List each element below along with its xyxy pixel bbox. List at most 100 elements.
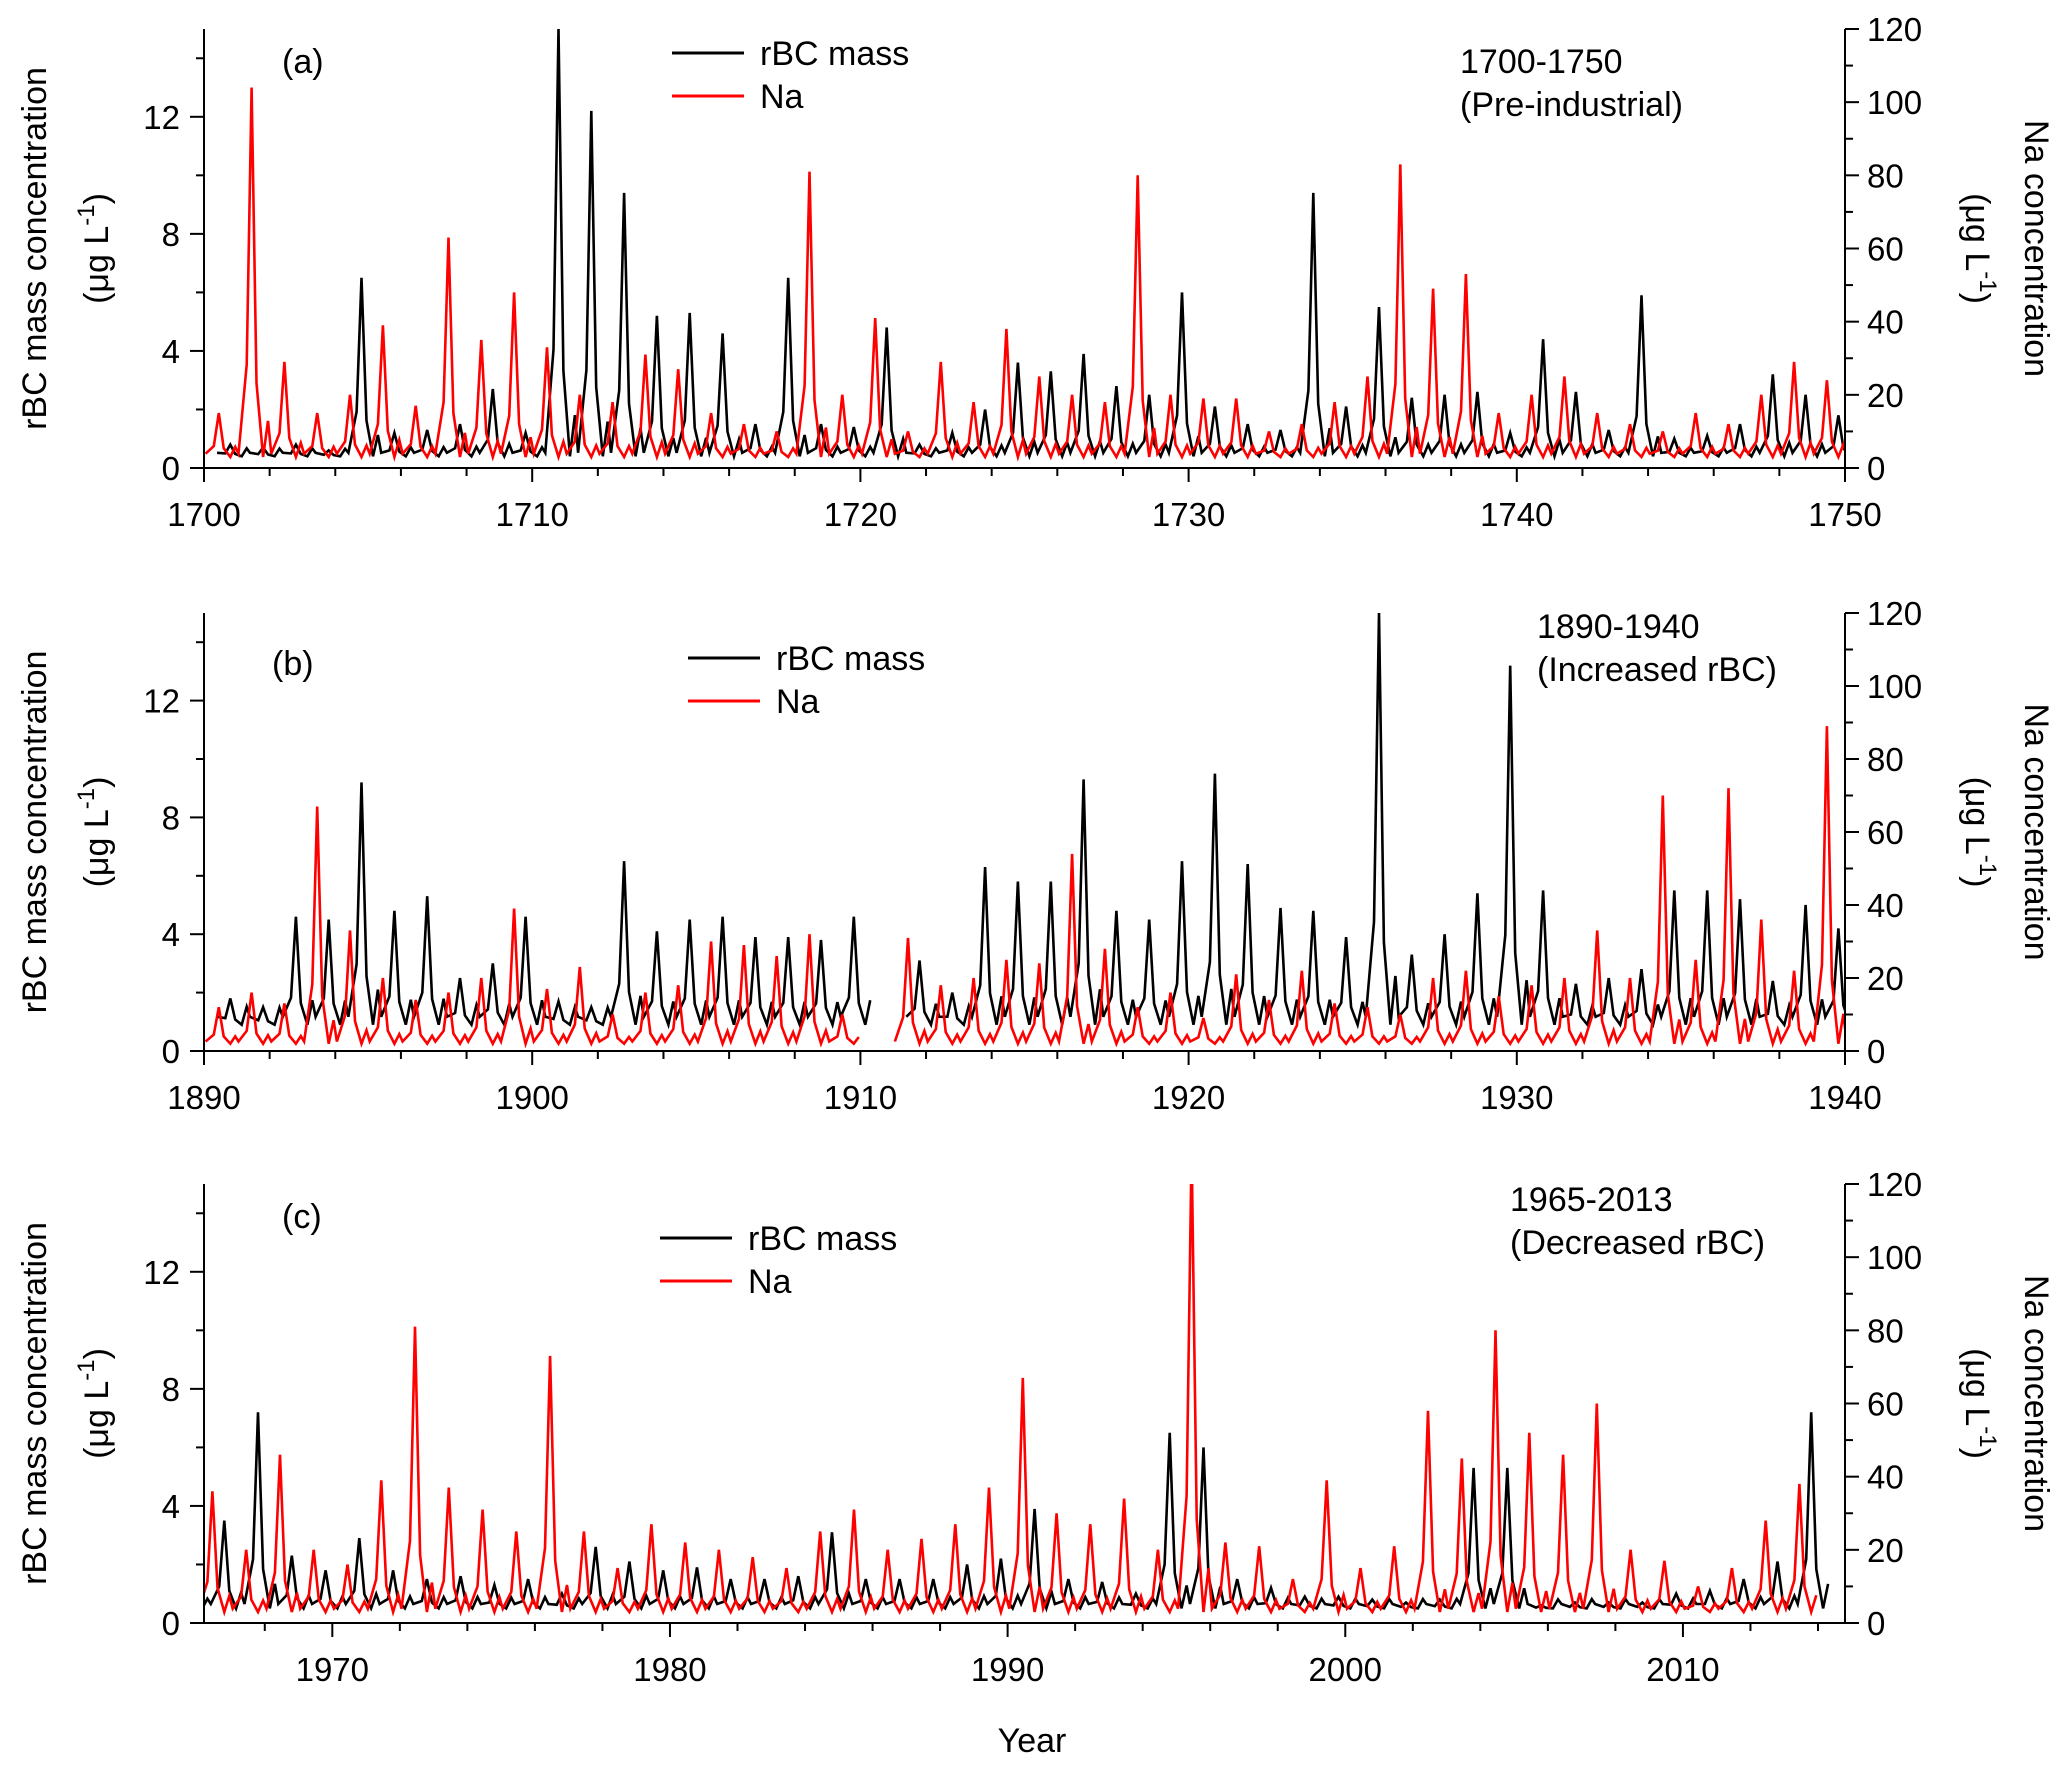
unit-exponent: -1 xyxy=(73,204,100,225)
legend-label: Na xyxy=(748,1263,792,1301)
y2-tick-label: 40 xyxy=(1867,887,1904,924)
y-tick-label: 0 xyxy=(162,450,180,487)
unit-exponent: -1 xyxy=(73,788,100,809)
y2-axis-unit: (μg L-1) xyxy=(1958,1348,2001,1459)
y2-tick-label: 80 xyxy=(1867,157,1904,194)
unit-exponent: -1 xyxy=(1974,855,2001,876)
x-tick-label: 1730 xyxy=(1152,496,1225,533)
panel-a: 1700 1710 1720 1730 1740 17500481202040608010… xyxy=(16,11,2055,533)
x-tick-label: 1990 xyxy=(971,1651,1044,1688)
y2-tick-label: 0 xyxy=(1867,450,1885,487)
x-tick-label: 1980 xyxy=(633,1651,706,1688)
y-tick-label: 12 xyxy=(143,99,180,136)
series-line-na xyxy=(893,726,1845,1049)
y2-tick-label: 20 xyxy=(1867,960,1904,997)
y2-axis-label: Na concentration xyxy=(2017,703,2055,960)
y-tick-label: 8 xyxy=(162,799,180,836)
y2-tick-label: 100 xyxy=(1867,668,1922,705)
x-tick-label: 1970 xyxy=(296,1651,369,1688)
legend-label: Na xyxy=(760,78,804,116)
y-tick-label: 8 xyxy=(162,1371,180,1408)
y2-tick-label: 80 xyxy=(1867,741,1904,778)
y-tick-label: 0 xyxy=(162,1033,180,1070)
series-line-na xyxy=(204,806,860,1049)
y-axis-label: rBC mass concentration xyxy=(16,1222,54,1585)
unit-paren: ) xyxy=(78,193,116,204)
y2-tick-label: 20 xyxy=(1867,377,1904,414)
x-tick-label: 1910 xyxy=(824,1079,897,1116)
x-tick-label: 1710 xyxy=(495,496,568,533)
unit-paren: ) xyxy=(1958,293,1996,304)
y-tick-label: 12 xyxy=(143,683,180,720)
y2-tick-label: 120 xyxy=(1867,11,1922,48)
series-line-rbc-mass xyxy=(217,29,1845,462)
y2-tick-label: 60 xyxy=(1867,1386,1904,1423)
panel-label: (b) xyxy=(272,645,314,683)
y-axis-unit: (μg L-1) xyxy=(73,1348,116,1459)
x-tick-label: 2000 xyxy=(1309,1651,1382,1688)
x-tick-label: 1940 xyxy=(1808,1079,1881,1116)
period-annotation: 1965-2013 xyxy=(1510,1181,1673,1219)
unit-text: (μg L xyxy=(78,226,116,304)
unit-text: (μg L xyxy=(78,1381,116,1459)
y2-tick-label: 20 xyxy=(1867,1532,1904,1569)
unit-paren: ) xyxy=(78,1348,116,1359)
x-tick-label: 1740 xyxy=(1480,496,1553,533)
series-line-na xyxy=(204,87,1845,463)
unit-paren: ) xyxy=(1958,1448,1996,1459)
y2-axis-unit: (μg L-1) xyxy=(1958,193,2001,304)
x-tick-label: 1750 xyxy=(1808,496,1881,533)
period-annotation: 1890-1940 xyxy=(1537,608,1700,646)
y-tick-label: 4 xyxy=(162,916,180,953)
series-line-rbc-mass xyxy=(204,1412,1830,1613)
x-tick-label: 2010 xyxy=(1646,1651,1719,1688)
period-annotation: (Pre-industrial) xyxy=(1460,86,1683,124)
panel-c: 1970 1980 1990 2000 201004812020406080100120… xyxy=(16,1166,2055,1760)
y-axis-label: rBC mass concentration xyxy=(16,67,54,430)
unit-paren: ) xyxy=(1958,876,1996,887)
legend-label: rBC mass xyxy=(748,1220,897,1258)
unit-paren: ) xyxy=(78,777,116,788)
unit-text: (μg L xyxy=(1958,193,1996,271)
y2-tick-label: 120 xyxy=(1867,1166,1922,1203)
y2-tick-label: 100 xyxy=(1867,1239,1922,1276)
y-tick-label: 12 xyxy=(143,1254,180,1291)
x-tick-label: 1720 xyxy=(824,496,897,533)
y2-axis-label: Na concentration xyxy=(2017,1275,2055,1532)
x-tick-label: 1700 xyxy=(167,496,240,533)
y2-tick-label: 80 xyxy=(1867,1312,1904,1349)
x-tick-label: 1920 xyxy=(1152,1079,1225,1116)
y-axis-label: rBC mass concentration xyxy=(16,651,54,1014)
y-tick-label: 0 xyxy=(162,1605,180,1642)
y2-tick-label: 60 xyxy=(1867,231,1904,268)
y2-tick-label: 0 xyxy=(1867,1605,1885,1642)
y-axis-unit: (μg L-1) xyxy=(73,193,116,304)
y2-axis-label: Na concentration xyxy=(2017,120,2055,377)
x-tick-label: 1900 xyxy=(495,1079,568,1116)
series-line-na xyxy=(204,1184,1818,1617)
y2-tick-label: 120 xyxy=(1867,595,1922,632)
y-tick-label: 4 xyxy=(162,333,180,370)
y-tick-label: 8 xyxy=(162,216,180,253)
period-annotation: (Increased rBC) xyxy=(1537,651,1777,689)
unit-exponent: -1 xyxy=(73,1359,100,1380)
unit-text: (μg L xyxy=(78,809,116,887)
unit-exponent: -1 xyxy=(1974,271,2001,292)
y2-tick-label: 40 xyxy=(1867,1459,1904,1496)
y-axis-unit: (μg L-1) xyxy=(73,777,116,888)
y2-tick-label: 40 xyxy=(1867,304,1904,341)
unit-text: (μg L xyxy=(1958,1348,1996,1426)
x-tick-label: 1930 xyxy=(1480,1079,1553,1116)
panel-b: 1890 1900 1910 1920 1930 1940 0 4 8 120 20 40 60 80 10… xyxy=(16,595,2055,1116)
y2-axis-unit: (μg L-1) xyxy=(1958,777,2001,888)
period-annotation: 1700-1750 xyxy=(1460,43,1623,81)
legend-label: Na xyxy=(776,683,820,721)
y2-tick-label: 100 xyxy=(1867,84,1922,121)
legend-label: rBC mass xyxy=(760,35,909,73)
x-axis-label: Year xyxy=(998,1722,1067,1760)
unit-exponent: -1 xyxy=(1974,1426,2001,1447)
y2-tick-label: 60 xyxy=(1867,814,1904,851)
panel-label: (a) xyxy=(282,43,324,81)
x-tick-label: 1890 xyxy=(167,1079,240,1116)
